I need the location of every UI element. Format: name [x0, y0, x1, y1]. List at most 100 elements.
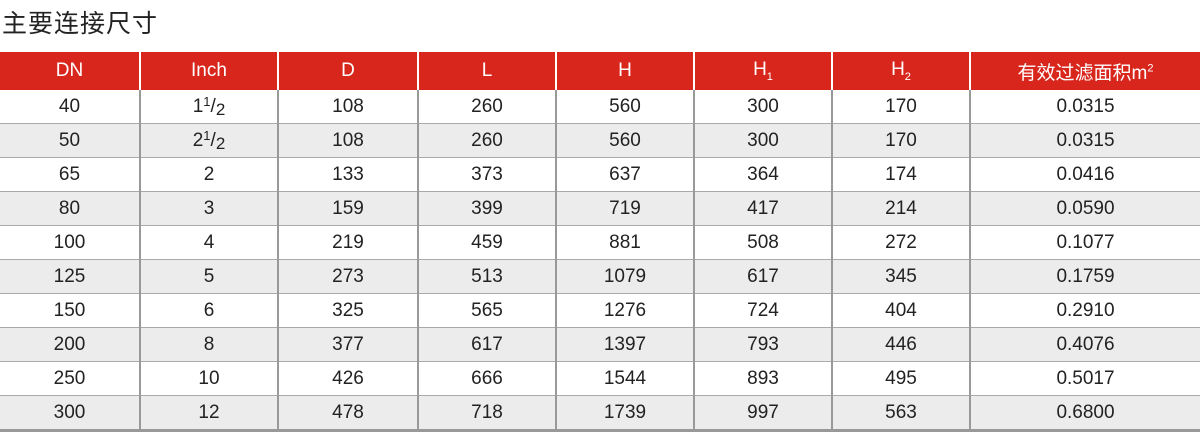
subscript: 1: [766, 70, 773, 83]
column-header: H: [555, 52, 694, 90]
cell-dn: 150: [0, 293, 140, 328]
cell-l: 666: [417, 361, 556, 396]
cell-d: 377: [277, 327, 418, 362]
cell-h: 1276: [555, 293, 694, 328]
cell-h1: 300: [693, 90, 832, 124]
inch-whole: 2: [203, 163, 215, 185]
column-header: H2: [831, 52, 970, 90]
cell-h1: 508: [693, 225, 832, 260]
table-row: 150 6 325 565 1276 724 404 0.2910: [0, 293, 1200, 328]
cell-dn: 125: [0, 259, 140, 294]
table-row: 200 8 377 617 1397 793 446 0.4076: [0, 327, 1200, 362]
column-header: DN: [0, 52, 140, 90]
cell-inch: 2: [139, 157, 278, 192]
table-header-row: DN Inch D L H H1 H2 有效过滤面积m2: [0, 52, 1200, 90]
cell-d: 108: [277, 123, 418, 158]
cell-dn: 250: [0, 361, 140, 396]
cell-h: 1079: [555, 259, 694, 294]
cell-area: 0.6800: [969, 395, 1200, 432]
cell-h2: 446: [831, 327, 970, 362]
cell-l: 373: [417, 157, 556, 192]
column-header-text: H: [753, 59, 767, 81]
cell-area: 0.0416: [969, 157, 1200, 192]
cell-d: 325: [277, 293, 418, 328]
column-header: D: [277, 52, 418, 90]
cell-d: 219: [277, 225, 418, 260]
inch-whole: 10: [198, 367, 220, 389]
cell-l: 565: [417, 293, 556, 328]
cell-dn: 100: [0, 225, 140, 260]
inch-whole: 3: [203, 197, 215, 219]
cell-dn: 300: [0, 395, 140, 432]
cell-area: 0.2910: [969, 293, 1200, 328]
cell-area: 0.5017: [969, 361, 1200, 396]
inch-whole: 6: [203, 299, 215, 321]
inch-denominator: 2: [215, 133, 226, 153]
table-row: 50 21/2 108 260 560 300 170 0.0315: [0, 123, 1200, 158]
cell-l: 617: [417, 327, 556, 362]
column-header-text: L: [481, 60, 493, 81]
cell-h2: 170: [831, 90, 970, 124]
cell-h: 1397: [555, 327, 694, 362]
column-header: H1: [693, 52, 832, 90]
cell-dn: 50: [0, 123, 140, 158]
cell-d: 159: [277, 191, 418, 226]
cell-h: 560: [555, 123, 694, 158]
column-header-text: Inch: [191, 60, 227, 81]
cell-h2: 214: [831, 191, 970, 226]
cell-h: 560: [555, 90, 694, 124]
cell-h2: 404: [831, 293, 970, 328]
cell-h2: 272: [831, 225, 970, 260]
column-header-text: H: [891, 59, 905, 81]
cell-h1: 793: [693, 327, 832, 362]
cell-h2: 495: [831, 361, 970, 396]
table-row: 250 10 426 666 1544 893 495 0.5017: [0, 361, 1200, 396]
table-row: 80 3 159 399 719 417 214 0.0590: [0, 191, 1200, 226]
cell-h: 637: [555, 157, 694, 192]
cell-inch: 5: [139, 259, 278, 294]
cell-dn: 200: [0, 327, 140, 362]
cell-d: 426: [277, 361, 418, 396]
inch-numerator: 1: [203, 127, 211, 143]
cell-h: 881: [555, 225, 694, 260]
cell-h: 1544: [555, 361, 694, 396]
table-row: 65 2 133 373 637 364 174 0.0416: [0, 157, 1200, 192]
cell-d: 133: [277, 157, 418, 192]
column-header: L: [417, 52, 556, 90]
superscript: 2: [1147, 62, 1154, 75]
cell-area: 0.1077: [969, 225, 1200, 260]
table-row: 40 11/2 108 260 560 300 170 0.0315: [0, 90, 1200, 124]
column-header: 有效过滤面积m2: [969, 52, 1200, 90]
cell-area: 0.1759: [969, 259, 1200, 294]
cell-dn: 65: [0, 157, 140, 192]
inch-whole: 8: [203, 333, 215, 355]
column-header-text: D: [341, 60, 355, 81]
cell-h: 719: [555, 191, 694, 226]
dimensions-table: DN Inch D L H H1 H2 有效过滤面积m2 40 11/2 108 260 560 300…: [0, 52, 1200, 432]
cell-h2: 170: [831, 123, 970, 158]
table-row: 300 12 478 718 1739 997 563 0.6800: [0, 395, 1200, 432]
inch-denominator: 2: [215, 99, 226, 119]
column-header-text: 有效过滤面积m: [1017, 62, 1148, 84]
section-title: 主要连接尺寸: [2, 9, 159, 38]
cell-l: 459: [417, 225, 556, 260]
cell-area: 0.4076: [969, 327, 1200, 362]
cell-dn: 40: [0, 90, 140, 124]
cell-h1: 724: [693, 293, 832, 328]
cell-l: 260: [417, 123, 556, 158]
cell-h1: 364: [693, 157, 832, 192]
cell-inch: 10: [139, 361, 278, 396]
table-row: 100 4 219 459 881 508 272 0.1077: [0, 225, 1200, 260]
cell-inch: 8: [139, 327, 278, 362]
cell-inch: 6: [139, 293, 278, 328]
cell-inch: 21/2: [139, 123, 278, 158]
cell-h1: 417: [693, 191, 832, 226]
cell-h1: 997: [693, 395, 832, 432]
inch-whole: 12: [198, 401, 220, 423]
column-header-text: H: [618, 60, 632, 81]
cell-h: 1739: [555, 395, 694, 432]
inch-numerator: 1: [203, 93, 211, 109]
subscript: 2: [904, 70, 911, 83]
inch-whole: 5: [203, 265, 215, 287]
column-header: Inch: [139, 52, 278, 90]
